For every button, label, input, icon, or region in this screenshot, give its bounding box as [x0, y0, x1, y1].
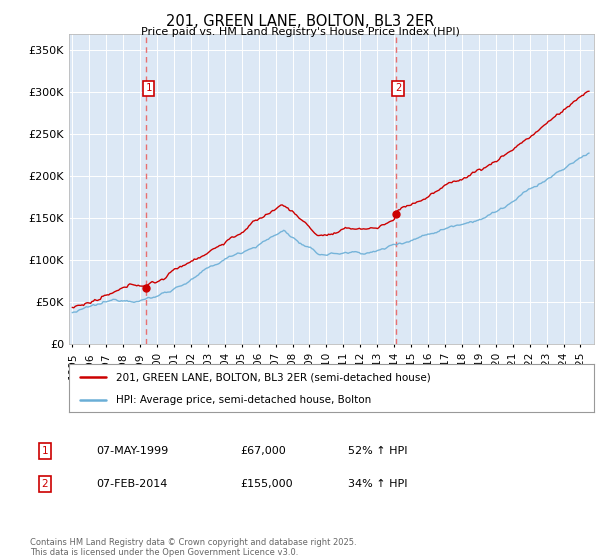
Text: Price paid vs. HM Land Registry's House Price Index (HPI): Price paid vs. HM Land Registry's House … [140, 27, 460, 37]
Text: 2: 2 [41, 479, 49, 489]
Text: 1: 1 [145, 83, 152, 93]
Text: £155,000: £155,000 [240, 479, 293, 489]
Text: 07-MAY-1999: 07-MAY-1999 [96, 446, 168, 456]
Text: 52% ↑ HPI: 52% ↑ HPI [348, 446, 407, 456]
Text: HPI: Average price, semi-detached house, Bolton: HPI: Average price, semi-detached house,… [116, 395, 371, 405]
Text: 201, GREEN LANE, BOLTON, BL3 2ER (semi-detached house): 201, GREEN LANE, BOLTON, BL3 2ER (semi-d… [116, 372, 431, 382]
Text: 1: 1 [41, 446, 49, 456]
Text: 201, GREEN LANE, BOLTON, BL3 2ER: 201, GREEN LANE, BOLTON, BL3 2ER [166, 14, 434, 29]
Text: 2: 2 [395, 83, 401, 93]
Text: £67,000: £67,000 [240, 446, 286, 456]
Text: Contains HM Land Registry data © Crown copyright and database right 2025.
This d: Contains HM Land Registry data © Crown c… [30, 538, 356, 557]
Text: 07-FEB-2014: 07-FEB-2014 [96, 479, 167, 489]
Text: 34% ↑ HPI: 34% ↑ HPI [348, 479, 407, 489]
